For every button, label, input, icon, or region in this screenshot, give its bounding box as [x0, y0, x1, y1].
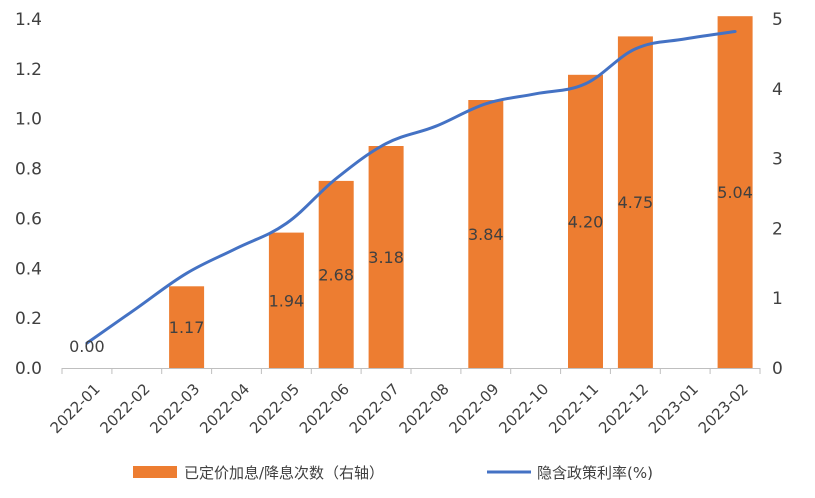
- y-left-tick-label: 0.6: [15, 209, 42, 229]
- y-right-tick-label: 0: [772, 359, 783, 379]
- legend-label-line: 隐含政策利率(%): [537, 464, 653, 482]
- x-tick-label-2022-04: 2022-04: [196, 380, 253, 437]
- x-tick-label-2022-07: 2022-07: [346, 380, 403, 437]
- bar-data-label-2022-03: 1.17: [169, 318, 205, 337]
- bars-layer: [169, 16, 753, 369]
- y-right-tick-label: 1: [772, 289, 783, 309]
- y-right-tick-label: 4: [772, 80, 783, 100]
- x-tick-label-2022-03: 2022-03: [146, 380, 203, 437]
- labels-layer: 0.00 1.17 1.94 2.68 3.18 3.84 4.20 4.75 5.04: [69, 183, 753, 356]
- bar-data-label-2022-06: 2.68: [318, 266, 354, 285]
- x-tick-label-2022-11: 2022-11: [545, 380, 602, 437]
- bar-2022-05: [268, 232, 304, 368]
- x-tick-label-2022-10: 2022-10: [495, 380, 552, 437]
- y-left-tick-label: 1.2: [15, 60, 42, 80]
- bar-data-label-2023-02: 5.04: [717, 183, 753, 202]
- x-tick-label-2022-08: 2022-08: [396, 380, 453, 437]
- legend: 已定价加息/降息次数（右轴） 隐含政策利率(%): [133, 464, 653, 482]
- bar-2022-09: [468, 100, 504, 368]
- x-tick-label-2022-09: 2022-09: [445, 380, 502, 437]
- x-tick-label-2023-01: 2023-01: [645, 380, 702, 437]
- bar-data-label-2022-05: 1.94: [269, 291, 305, 310]
- legend-swatch-bars: [133, 466, 177, 478]
- y-right-tick-label: 5: [772, 10, 783, 30]
- bar-data-label-2022-11: 4.20: [568, 212, 604, 231]
- line-implied-policy-rate: [85, 30, 737, 345]
- bar-2022-11: [568, 74, 603, 369]
- y-left-tick-label: 0.0: [15, 359, 42, 379]
- x-tick-label-2022-12: 2022-12: [595, 380, 652, 437]
- bar-2022-12: [617, 36, 653, 369]
- bar-data-label-2022-01: 0.00: [69, 337, 105, 356]
- line-layer: [85, 30, 737, 345]
- x-tick-label-2022-05: 2022-05: [246, 380, 303, 437]
- y-right-tick-label: 2: [772, 219, 783, 239]
- bar-data-label-2022-07: 3.18: [368, 248, 404, 267]
- y-left-tick-label: 1.4: [15, 10, 42, 30]
- y-left-tick-label: 0.8: [15, 160, 42, 180]
- x-tick-label-2023-02: 2023-02: [695, 380, 752, 437]
- bar-data-label-2022-12: 4.75: [618, 193, 654, 212]
- legend-label-bars: 已定价加息/降息次数（右轴）: [184, 464, 384, 482]
- y-left-tick-label: 1.0: [15, 110, 42, 130]
- bar-2022-03: [169, 286, 205, 368]
- y-left-tick-label: 0.4: [15, 259, 42, 279]
- bar-2022-07: [368, 146, 404, 368]
- bar-2022-06: [318, 180, 354, 368]
- y-right-tick-label: 3: [772, 150, 783, 170]
- x-tick-label-2022-02: 2022-02: [96, 380, 153, 437]
- y-left-tick-label: 0.2: [15, 309, 42, 329]
- bar-data-label-2022-09: 3.84: [468, 225, 504, 244]
- bar-2023-02: [717, 16, 753, 368]
- x-tick-label-2022-06: 2022-06: [296, 380, 353, 437]
- x-tick-label-2022-01: 2022-01: [47, 380, 104, 437]
